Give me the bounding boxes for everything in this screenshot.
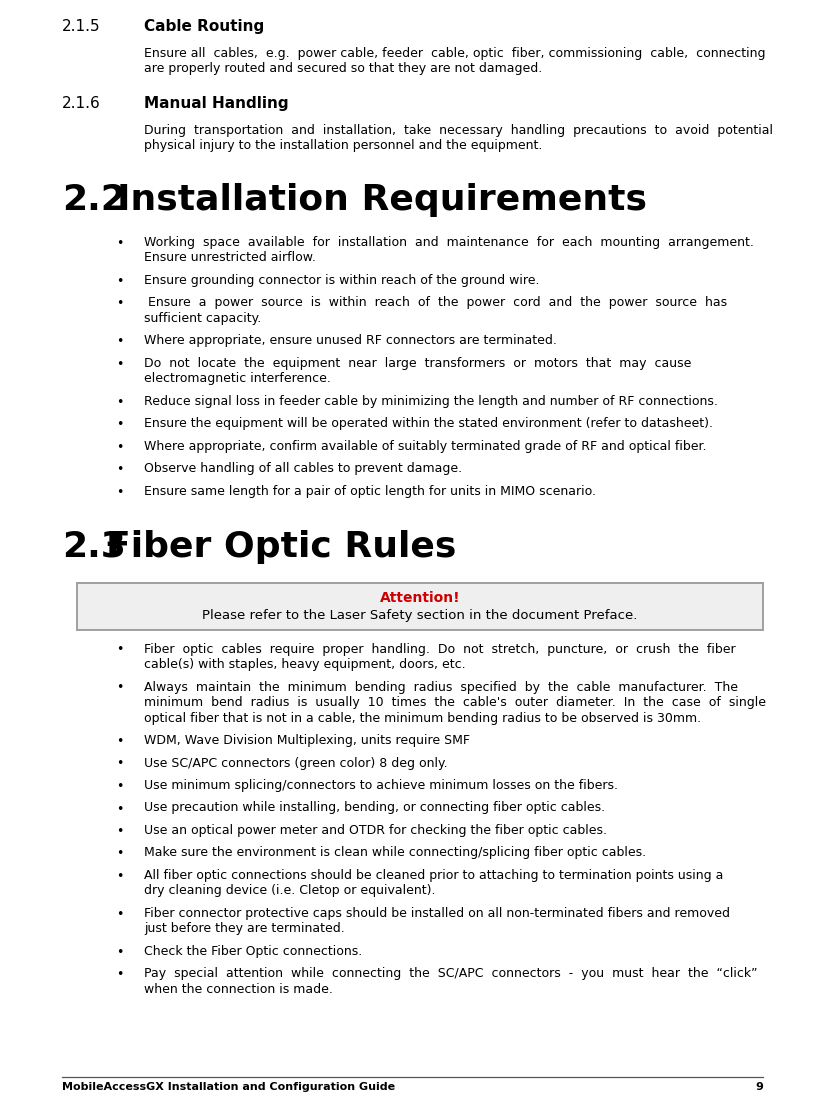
Text: minimum  bend  radius  is  usually  10  times  the  cable's  outer  diameter.  I: minimum bend radius is usually 10 times … bbox=[144, 696, 766, 709]
Text: Fiber connector protective caps should be installed on all non-terminated fibers: Fiber connector protective caps should b… bbox=[144, 907, 730, 920]
Text: All fiber optic connections should be cleaned prior to attaching to termination : All fiber optic connections should be cl… bbox=[144, 869, 724, 882]
Text: •: • bbox=[116, 335, 124, 349]
Text: •: • bbox=[116, 237, 124, 250]
Text: •: • bbox=[116, 441, 124, 454]
Text: Ensure grounding connector is within reach of the ground wire.: Ensure grounding connector is within rea… bbox=[144, 274, 540, 287]
Text: •: • bbox=[116, 908, 124, 922]
Text: MobileAccessGX Installation and Configuration Guide: MobileAccessGX Installation and Configur… bbox=[62, 1082, 395, 1092]
Text: are properly routed and secured so that they are not damaged.: are properly routed and secured so that … bbox=[144, 63, 542, 76]
Text: •: • bbox=[116, 486, 124, 499]
Text: just before they are terminated.: just before they are terminated. bbox=[144, 923, 345, 936]
Text: 2.1.5: 2.1.5 bbox=[62, 19, 101, 34]
Text: Use SC/APC connectors (green color) 8 deg only.: Use SC/APC connectors (green color) 8 de… bbox=[144, 756, 448, 770]
Text: 2.2: 2.2 bbox=[62, 183, 126, 217]
Text: Do  not  locate  the  equipment  near  large  transformers  or  motors  that  ma: Do not locate the equipment near large t… bbox=[144, 357, 691, 370]
Text: •: • bbox=[116, 297, 124, 311]
Text: •: • bbox=[116, 968, 124, 982]
Text: Ensure same length for a pair of optic length for units in MIMO scenario.: Ensure same length for a pair of optic l… bbox=[144, 485, 596, 498]
Text: •: • bbox=[116, 643, 124, 657]
Text: •: • bbox=[116, 275, 124, 288]
Text: •: • bbox=[116, 419, 124, 431]
Text: •: • bbox=[116, 802, 124, 815]
Text: Attention!: Attention! bbox=[380, 591, 460, 604]
Text: Check the Fiber Optic connections.: Check the Fiber Optic connections. bbox=[144, 945, 362, 958]
Text: sufficient capacity.: sufficient capacity. bbox=[144, 312, 262, 325]
Text: Use an optical power meter and OTDR for checking the fiber optic cables.: Use an optical power meter and OTDR for … bbox=[144, 824, 607, 837]
Text: optical fiber that is not in a cable, the minimum bending radius to be observed : optical fiber that is not in a cable, th… bbox=[144, 712, 701, 725]
Text: 2.3: 2.3 bbox=[62, 529, 126, 563]
Text: Ensure  a  power  source  is  within  reach  of  the  power  cord  and  the  pow: Ensure a power source is within reach of… bbox=[144, 296, 727, 309]
Text: when the connection is made.: when the connection is made. bbox=[144, 983, 332, 996]
Text: Please refer to the Laser Safety section in the document Preface.: Please refer to the Laser Safety section… bbox=[202, 610, 638, 622]
Text: Reduce signal loss in feeder cable by minimizing the length and number of RF con: Reduce signal loss in feeder cable by mi… bbox=[144, 395, 718, 408]
Text: Ensure all  cables,  e.g.  power cable, feeder  cable, optic  fiber, commissioni: Ensure all cables, e.g. power cable, fee… bbox=[144, 47, 766, 60]
Text: Always  maintain  the  minimum  bending  radius  specified  by  the  cable  manu: Always maintain the minimum bending radi… bbox=[144, 680, 738, 694]
Text: Make sure the environment is clean while connecting/splicing fiber optic cables.: Make sure the environment is clean while… bbox=[144, 847, 646, 859]
Text: •: • bbox=[116, 848, 124, 860]
Text: Fiber  optic  cables  require  proper  handling.  Do  not  stretch,  puncture,  : Fiber optic cables require proper handli… bbox=[144, 642, 736, 656]
Text: Use minimum splicing/connectors to achieve minimum losses on the fibers.: Use minimum splicing/connectors to achie… bbox=[144, 779, 618, 792]
Text: cable(s) with staples, heavy equipment, doors, etc.: cable(s) with staples, heavy equipment, … bbox=[144, 658, 465, 671]
Bar bbox=[77, 582, 763, 630]
Text: dry cleaning device (i.e. Cletop or equivalent).: dry cleaning device (i.e. Cletop or equi… bbox=[144, 885, 436, 897]
Text: Where appropriate, confirm available of suitably terminated grade of RF and opti: Where appropriate, confirm available of … bbox=[144, 440, 706, 454]
Text: Observe handling of all cables to prevent damage.: Observe handling of all cables to preven… bbox=[144, 462, 462, 476]
Text: Use precaution while installing, bending, or connecting fiber optic cables.: Use precaution while installing, bending… bbox=[144, 802, 605, 814]
Text: •: • bbox=[116, 825, 124, 838]
Text: •: • bbox=[116, 397, 124, 409]
Text: •: • bbox=[116, 681, 124, 695]
Text: •: • bbox=[116, 946, 124, 960]
Text: electromagnetic interference.: electromagnetic interference. bbox=[144, 372, 331, 385]
Text: Pay  special  attention  while  connecting  the  SC/APC  connectors  -  you  mus: Pay special attention while connecting t… bbox=[144, 967, 757, 981]
Text: •: • bbox=[116, 870, 124, 884]
Text: Installation Requirements: Installation Requirements bbox=[117, 183, 647, 217]
Text: Working  space  available  for  installation  and  maintenance  for  each  mount: Working space available for installation… bbox=[144, 236, 754, 249]
Text: Fiber Optic Rules: Fiber Optic Rules bbox=[106, 529, 456, 563]
Text: •: • bbox=[116, 757, 124, 771]
Text: •: • bbox=[116, 464, 124, 477]
Text: Manual Handling: Manual Handling bbox=[144, 96, 289, 111]
Text: Where appropriate, ensure unused RF connectors are terminated.: Where appropriate, ensure unused RF conn… bbox=[144, 334, 557, 347]
Text: Cable Routing: Cable Routing bbox=[144, 19, 264, 34]
Text: WDM, Wave Division Multiplexing, units require SMF: WDM, Wave Division Multiplexing, units r… bbox=[144, 734, 470, 747]
Text: •: • bbox=[116, 780, 124, 793]
Text: 9: 9 bbox=[755, 1082, 763, 1092]
Text: physical injury to the installation personnel and the equipment.: physical injury to the installation pers… bbox=[144, 140, 542, 153]
Text: During  transportation  and  installation,  take  necessary  handling  precautio: During transportation and installation, … bbox=[144, 124, 773, 137]
Text: 2.1.6: 2.1.6 bbox=[62, 96, 101, 111]
Text: Ensure the equipment will be operated within the stated environment (refer to da: Ensure the equipment will be operated wi… bbox=[144, 418, 713, 430]
Text: Ensure unrestricted airflow.: Ensure unrestricted airflow. bbox=[144, 251, 316, 265]
Text: •: • bbox=[116, 359, 124, 371]
Text: •: • bbox=[116, 735, 124, 748]
